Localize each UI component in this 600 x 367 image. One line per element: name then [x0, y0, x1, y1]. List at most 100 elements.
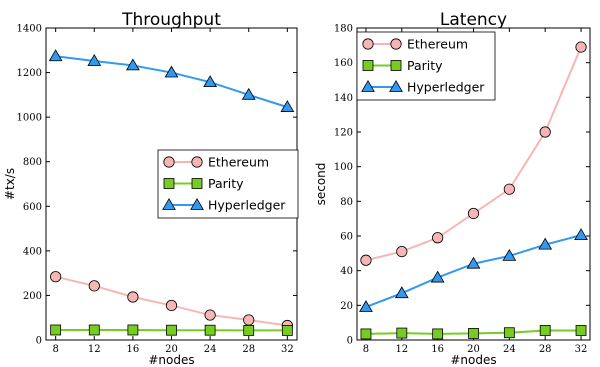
legend-entry: Hyperledger [407, 80, 485, 95]
y-tick-label: 20 [340, 301, 353, 312]
data-point-hyperledger [430, 270, 445, 283]
x-tick-label: 20 [165, 344, 178, 355]
data-point-hyperledger [87, 53, 102, 66]
data-point-ethereum [165, 299, 178, 312]
legend-marker [163, 156, 175, 168]
y-tick-label: 180 [334, 24, 353, 35]
x-tick-label: 16 [431, 344, 444, 355]
data-point-hyperledger [48, 49, 63, 62]
data-point-hyperledger [466, 256, 481, 269]
chart-title: Latency [440, 10, 507, 30]
legend-marker [162, 198, 176, 210]
data-point-hyperledger [241, 87, 256, 100]
x-tick-label: 12 [395, 344, 408, 355]
data-point-hyperledger [538, 237, 553, 250]
chart-title: Throughput [121, 10, 221, 30]
x-tick-label: 16 [127, 344, 140, 355]
data-point-parity [88, 324, 100, 336]
x-tick-label: 8 [363, 344, 369, 355]
x-tick-label: 32 [575, 344, 588, 355]
data-point-hyperledger [280, 100, 295, 112]
legend-marker [361, 80, 375, 92]
y-tick-label: 1400 [17, 24, 42, 35]
y-tick-label: 60 [340, 232, 353, 243]
legend-marker [163, 178, 175, 189]
y-tick-label: 200 [23, 291, 42, 302]
legend-marker [190, 198, 204, 210]
data-point-parity [539, 325, 551, 336]
x-tick-label: 24 [503, 344, 516, 355]
data-point-hyperledger [164, 65, 179, 78]
data-point-ethereum [204, 309, 216, 321]
y-axis-label: #tx/s [3, 168, 17, 200]
data-point-parity [50, 324, 62, 336]
y-tick-label: 0 [347, 336, 353, 347]
x-tick-label: 12 [88, 344, 101, 355]
data-point-ethereum [396, 246, 408, 258]
legend-entry: Parity [208, 176, 244, 191]
y-tick-label: 600 [23, 202, 42, 213]
x-tick-label: 24 [204, 344, 217, 355]
y-tick-label: 1000 [17, 113, 42, 124]
y-tick-label: 120 [334, 128, 353, 139]
data-point-parity [396, 327, 408, 339]
data-point-hyperledger [125, 58, 140, 71]
legend-entry: Ethereum [407, 37, 468, 52]
data-point-ethereum [88, 280, 100, 292]
data-point-hyperledger [502, 248, 517, 261]
legend-marker [389, 80, 403, 92]
throughput-chart: Throughput 8 12 16 20 24 28 32 0 200 400 600 800 1000… [3, 10, 299, 367]
x-tick-label: 28 [242, 344, 255, 355]
data-point-parity [432, 328, 444, 340]
legend-marker [191, 156, 203, 168]
data-point-parity [127, 324, 139, 336]
y-tick-label: 140 [334, 93, 353, 104]
legend: Ethereum Parity Hyperledger [157, 149, 299, 219]
data-point-parity [281, 325, 293, 336]
data-point-parity [503, 327, 515, 339]
legend: Ethereum Parity Hyperledger [356, 31, 496, 101]
data-point-parity [360, 328, 372, 340]
data-point-ethereum [360, 254, 372, 266]
data-point-parity [468, 328, 479, 339]
x-axis-label: #nodes [148, 353, 194, 367]
legend-entry: Parity [407, 58, 443, 73]
legend-entry: Ethereum [208, 155, 269, 170]
legend-marker [362, 38, 374, 50]
data-point-hyperledger [394, 286, 409, 299]
data-point-ethereum [432, 232, 444, 244]
y-tick-label: 40 [340, 266, 353, 277]
data-point-ethereum [127, 291, 139, 303]
legend-entry: Hyperledger [208, 198, 286, 213]
legend-marker [390, 38, 402, 50]
x-tick-label: 32 [281, 344, 294, 355]
y-axis-label: second [314, 163, 328, 206]
data-point-hyperledger [359, 300, 373, 312]
y-tick-label: 160 [334, 58, 353, 69]
legend-marker [390, 60, 402, 71]
y-tick-label: 1200 [17, 68, 42, 79]
data-point-ethereum [539, 126, 551, 138]
y-tick-label: 400 [23, 246, 42, 257]
x-tick-label: 20 [467, 344, 480, 355]
data-point-parity [243, 325, 255, 336]
x-axis-label: #nodes [450, 353, 496, 367]
y-tick-label: 0 [36, 336, 42, 347]
x-tick-label: 8 [52, 344, 58, 355]
data-point-parity [166, 324, 177, 336]
data-point-parity [575, 325, 587, 336]
data-point-hyperledger [574, 228, 588, 240]
data-point-ethereum [503, 183, 515, 195]
data-point-hyperledger [203, 75, 218, 88]
legend-marker [191, 178, 203, 189]
y-tick-label: 80 [340, 197, 353, 208]
data-point-ethereum [50, 271, 62, 283]
latency-chart: Latency 8 12 16 20 24 28 32 0 20 40 60 80 100 120 140 16… [314, 10, 591, 367]
y-tick-label: 800 [23, 157, 42, 168]
data-point-parity [204, 324, 216, 336]
data-point-ethereum [575, 41, 587, 53]
data-point-ethereum [467, 207, 480, 220]
data-point-ethereum [243, 314, 255, 326]
legend-marker [362, 60, 374, 71]
